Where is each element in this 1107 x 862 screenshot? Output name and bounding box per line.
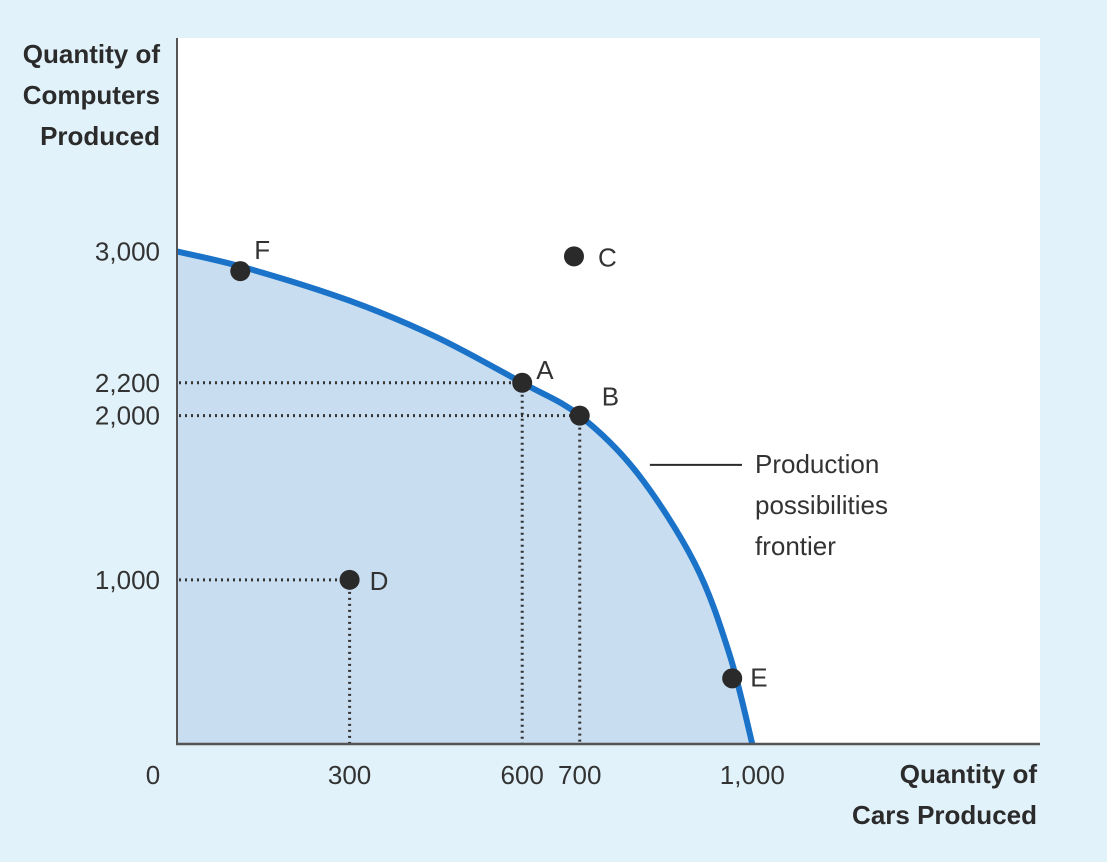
- point-label-b: B: [602, 382, 619, 412]
- x-tick-label: 600: [501, 760, 544, 790]
- y-tick-label: 2,000: [95, 401, 160, 431]
- point-label-a: A: [536, 355, 554, 385]
- x-axis-title-line: Cars Produced: [852, 800, 1037, 830]
- x-tick-label: 0: [146, 760, 160, 790]
- frontier-annotation: Production possibilities frontier: [649, 449, 888, 561]
- annotation-text-line: Production: [755, 449, 879, 479]
- y-tick-label: 2,200: [95, 368, 160, 398]
- y-axis-title-line: Computers: [23, 80, 160, 110]
- y-axis-title-line: Produced: [40, 121, 160, 151]
- point-label-e: E: [750, 662, 767, 692]
- annotation-text-line: possibilities: [755, 490, 888, 520]
- point-label-f: F: [254, 235, 270, 265]
- frontier-shaded-region: [177, 251, 753, 744]
- y-axis-title-line: Quantity of: [23, 39, 161, 69]
- point-e: [722, 668, 743, 689]
- x-tick-label: 300: [328, 760, 371, 790]
- point-d: [339, 569, 360, 590]
- x-tick-label: 700: [558, 760, 601, 790]
- y-tick-label: 3,000: [95, 236, 160, 266]
- point-f: [230, 261, 251, 282]
- data-points: F C A B D E: [230, 235, 768, 692]
- y-axis-title: Quantity of Computers Produced: [23, 39, 161, 151]
- point-c: [563, 246, 584, 267]
- y-tick-label: 1,000: [95, 565, 160, 595]
- point-a: [512, 372, 533, 393]
- point-b: [569, 405, 590, 426]
- x-axis-title: Quantity of Cars Produced: [852, 759, 1037, 830]
- frontier-curve: [176, 248, 756, 745]
- x-axis-title-line: Quantity of: [900, 759, 1038, 789]
- point-label-c: C: [598, 242, 617, 272]
- annotation-text-line: frontier: [755, 531, 836, 561]
- point-label-d: D: [370, 566, 389, 596]
- guide-lines: [179, 381, 582, 743]
- x-tick-labels: 0 300 600 700 1,000: [146, 760, 785, 790]
- x-tick-label: 1,000: [720, 760, 785, 790]
